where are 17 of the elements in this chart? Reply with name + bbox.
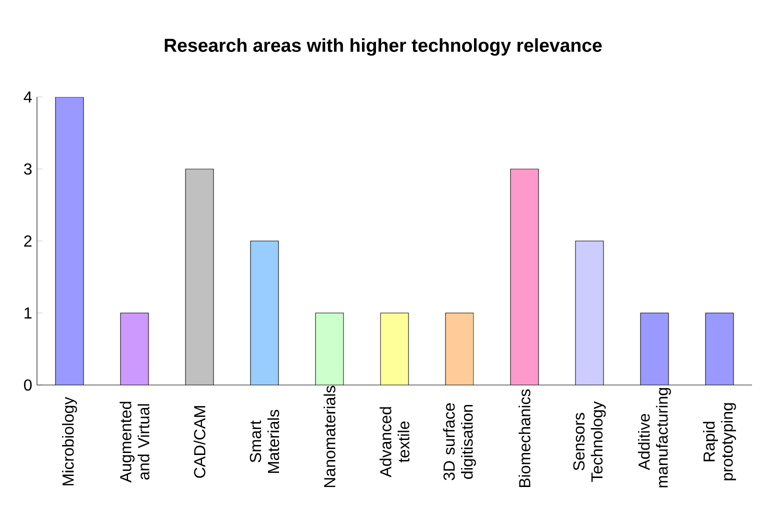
x-tick-label: Microbiology [62, 396, 77, 486]
x-tick-label: Advanced textile [380, 407, 410, 478]
x-tick-label: Nanomaterials [324, 386, 336, 488]
y-tick-label: 2 [24, 235, 32, 247]
x-tick-label: Rapid prototyping [703, 403, 736, 480]
x-tick-label: Sensors Technology [573, 401, 606, 482]
x-tick-label: Biomechanics [518, 389, 530, 488]
chart-title: Research areas with higher technology relevance [164, 38, 602, 56]
x-tick-label: 3D surface digitisation [443, 403, 476, 480]
x-tick-label: Smart Materials [250, 410, 280, 473]
x-tick-label: Additive manufacturing [638, 388, 671, 488]
x-tick-label: Augmented and Virtual [120, 402, 150, 483]
y-tick-label: 1 [24, 307, 32, 318]
y-tick-label: 3 [24, 163, 32, 175]
y-tick-label: 0 [24, 379, 32, 391]
x-tick-label: CAD/CAM [194, 406, 206, 478]
y-tick-label: 4 [24, 91, 32, 102]
